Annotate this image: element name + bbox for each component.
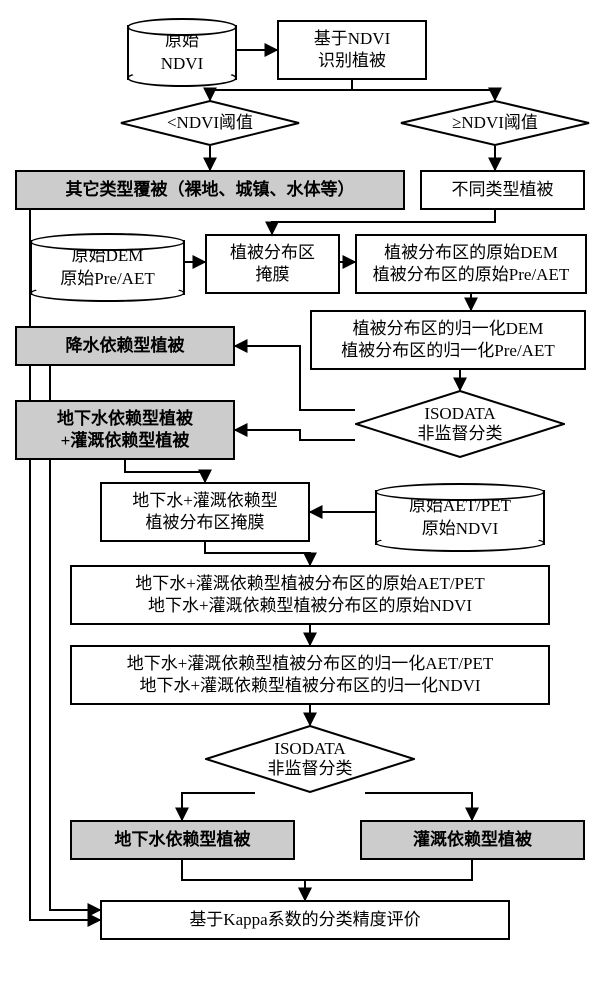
n10-line0: 降水依赖型植被 xyxy=(66,335,185,357)
n14-line0: 地下水+灌溉依赖型 xyxy=(132,490,278,512)
node-n16: 地下水+灌溉依赖型植被分布区的原始AET/PET地下水+灌溉依赖型植被分布区的原… xyxy=(70,565,550,625)
node-n2: 基于NDVI识别植被 xyxy=(277,20,427,80)
node-n17: 地下水+灌溉依赖型植被分布区的归一化AET/PET地下水+灌溉依赖型植被分布区的… xyxy=(70,645,550,705)
n3-label: <NDVI阈值 xyxy=(163,113,257,133)
node-n18: ISODATA非监督分类 xyxy=(205,725,415,793)
n7-line1: 原始Pre/AET xyxy=(60,268,154,290)
n12-line0: 地下水依赖型植被 xyxy=(57,408,193,430)
edge-n19-n21 xyxy=(182,860,305,900)
n5-line0: 其它类型覆被（裸地、城镇、水体等） xyxy=(66,179,355,201)
edge-n2-n3 xyxy=(210,80,352,100)
n16-line0: 地下水+灌溉依赖型植被分布区的原始AET/PET xyxy=(135,573,485,595)
edge-n20-n21 xyxy=(305,860,472,900)
n11-line0: 植被分布区的归一化DEM xyxy=(353,318,544,340)
node-n11: 植被分布区的归一化DEM植被分布区的归一化Pre/AET xyxy=(310,310,586,370)
n4-label: ≥NDVI阈值 xyxy=(448,113,542,133)
n17-line1: 地下水+灌溉依赖型植被分布区的归一化NDVI xyxy=(139,675,480,697)
n9-line1: 植被分布区的原始Pre/AET xyxy=(373,264,569,286)
node-n5: 其它类型覆被（裸地、城镇、水体等） xyxy=(15,170,405,210)
n2-line1: 识别植被 xyxy=(318,50,386,72)
node-n1: 原始NDVI xyxy=(127,25,237,80)
node-n6: 不同类型植被 xyxy=(420,170,585,210)
n2-line0: 基于NDVI xyxy=(314,28,391,50)
node-n14: 地下水+灌溉依赖型植被分布区掩膜 xyxy=(100,482,310,542)
n6-line0: 不同类型植被 xyxy=(452,179,554,201)
edge-n12-n14 xyxy=(125,460,205,482)
n21-line0: 基于Kappa系数的分类精度评价 xyxy=(189,909,420,931)
node-n19: 地下水依赖型植被 xyxy=(70,820,295,860)
n8-line1: 掩膜 xyxy=(256,264,290,286)
n19-line0: 地下水依赖型植被 xyxy=(115,829,251,851)
n18-line1: 非监督分类 xyxy=(264,759,357,779)
node-n10: 降水依赖型植被 xyxy=(15,326,235,366)
n20-line0: 灌溉依赖型植被 xyxy=(413,829,532,851)
node-n15: 原始AET/PET原始NDVI xyxy=(375,490,545,545)
n8-line0: 植被分布区 xyxy=(230,242,315,264)
n14-line1: 植被分布区掩膜 xyxy=(146,512,265,534)
edge-n14-n16 xyxy=(205,542,310,565)
n1-line1: NDVI xyxy=(161,53,204,75)
n16-line1: 地下水+灌溉依赖型植被分布区的原始NDVI xyxy=(148,595,472,617)
node-n20: 灌溉依赖型植被 xyxy=(360,820,585,860)
n18-line0: ISODATA xyxy=(264,739,357,759)
edge-n18-n20 xyxy=(365,793,472,820)
n1-line0: 原始 xyxy=(165,30,199,52)
n11-line1: 植被分布区的归一化Pre/AET xyxy=(341,340,554,362)
node-n4: ≥NDVI阈值 xyxy=(400,100,590,146)
n15-line1: 原始NDVI xyxy=(422,518,499,540)
n9-line0: 植被分布区的原始DEM xyxy=(384,242,558,264)
n13-line0: ISODATA xyxy=(414,404,507,424)
edge-n13-n12 xyxy=(235,430,355,440)
node-n3: <NDVI阈值 xyxy=(120,100,300,146)
edge-n18-n19 xyxy=(182,793,255,820)
n15-line0: 原始AET/PET xyxy=(409,495,511,517)
n7-line0: 原始DEM xyxy=(72,245,144,267)
edge-n6-n8 xyxy=(272,210,495,234)
n17-line0: 地下水+灌溉依赖型植被分布区的归一化AET/PET xyxy=(127,653,494,675)
edge-n2-n4 xyxy=(352,80,495,100)
node-n12: 地下水依赖型植被+灌溉依赖型植被 xyxy=(15,400,235,460)
node-n9: 植被分布区的原始DEM植被分布区的原始Pre/AET xyxy=(355,234,587,294)
n12-line1: +灌溉依赖型植被 xyxy=(61,430,190,452)
node-n21: 基于Kappa系数的分类精度评价 xyxy=(100,900,510,940)
node-n13: ISODATA非监督分类 xyxy=(355,390,565,458)
node-n8: 植被分布区掩膜 xyxy=(205,234,340,294)
node-n7: 原始DEM原始Pre/AET xyxy=(30,240,185,295)
n13-line1: 非监督分类 xyxy=(414,424,507,444)
